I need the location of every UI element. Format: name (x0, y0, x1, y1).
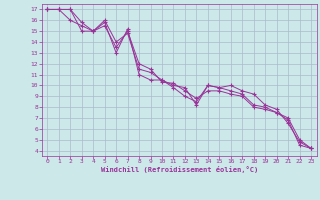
X-axis label: Windchill (Refroidissement éolien,°C): Windchill (Refroidissement éolien,°C) (100, 166, 258, 173)
